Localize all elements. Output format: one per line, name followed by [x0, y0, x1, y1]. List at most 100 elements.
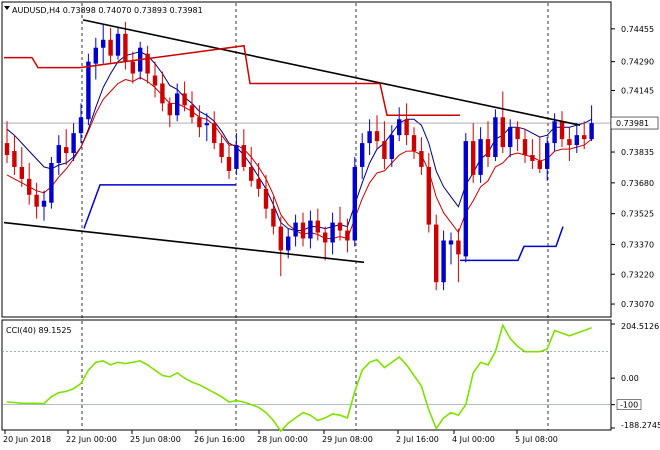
candle-body [382, 141, 387, 159]
current-price-tag [610, 116, 659, 130]
candlestick-series [4, 21, 594, 291]
candle-body [49, 162, 54, 203]
time-tick-label: 25 Jun 08:00 [130, 435, 181, 444]
time-tick-label: 2 Jul 16:00 [396, 435, 439, 444]
candle-body [478, 139, 483, 175]
time-tick-label: 28 Jun 00:00 [257, 435, 308, 444]
resistance-step-line [4, 44, 460, 117]
candle-body [360, 143, 365, 167]
candle-body [300, 222, 306, 239]
candle-body [286, 236, 291, 251]
candle-body [426, 166, 431, 225]
time-tick-label: 22 Jun 00:00 [66, 435, 117, 444]
candle-body [93, 47, 98, 64]
cci-tick-label: 204.5126 [621, 322, 659, 331]
candle-body [34, 194, 39, 207]
candle-body [115, 33, 121, 56]
candle-body [456, 240, 461, 255]
candle-body [108, 39, 113, 56]
candle-body [197, 117, 202, 128]
price-tick-label: 0.74145 [621, 86, 654, 95]
candle-body [278, 226, 283, 251]
chart-header: AUDUSD,H4 0.73898 0.74070 0.73893 0.7398… [12, 6, 203, 15]
candle-body [419, 151, 424, 167]
candle-body [226, 157, 232, 171]
candle-body [411, 135, 417, 152]
candle-body [367, 131, 372, 144]
candle-body [56, 145, 61, 163]
candle-body [130, 61, 135, 74]
time-tick-label: 4 Jul 00:00 [452, 435, 495, 444]
candle-body [27, 178, 32, 195]
support-step-line-right [460, 226, 564, 262]
cci-tick-label: -188.2745 [621, 421, 660, 430]
time-axis: 20 Jun 2018 22 Jun 00:00 25 Jun 08:00 26 Ju… [3, 430, 558, 444]
candle-body [219, 143, 224, 158]
time-tick-label: 5 Jul 08:00 [515, 435, 558, 444]
candle-body [123, 33, 128, 62]
candle-body [152, 75, 158, 86]
candle-body [567, 139, 572, 146]
candle-body [167, 103, 172, 116]
candle-body [256, 178, 261, 189]
period-separators [81, 3, 549, 430]
support-step-line-left [83, 184, 236, 229]
candle-body [241, 145, 246, 167]
trendlines [3, 19, 581, 264]
time-tick-label: 29 Jun 08:00 [322, 435, 373, 444]
candle-body [441, 240, 446, 283]
candle-body [234, 145, 239, 169]
price-tick-label: 0.74290 [621, 58, 654, 67]
time-tick-label: 20 Jun 2018 [3, 435, 51, 444]
candle-body [315, 220, 320, 233]
candle-body [500, 117, 505, 148]
candle-body [552, 121, 557, 144]
candle-body [78, 117, 84, 134]
candle-body [71, 133, 76, 154]
candle-body [471, 141, 476, 175]
candle-body [352, 166, 357, 241]
candle-body [397, 119, 402, 136]
candle-body [330, 222, 335, 243]
candle-body [537, 160, 542, 169]
candle-body [12, 151, 17, 167]
candle-body [271, 208, 276, 227]
candle-body [182, 93, 187, 106]
cci-indicator [2, 323, 611, 433]
candle-body [582, 135, 587, 140]
price-tick-label: 0.73835 [621, 148, 654, 157]
candle-body [293, 222, 298, 237]
candle-body [212, 123, 217, 144]
cci-tick-label: -100 [620, 401, 638, 410]
price-tick-label: 0.74455 [621, 25, 654, 34]
candle-body [323, 232, 328, 243]
candle-body [448, 240, 454, 245]
candle-body [263, 188, 269, 209]
cci-line [6, 323, 592, 433]
price-axis: 0.74455 0.74290 0.74145 0.73981 0.73835 0.736… [610, 25, 659, 309]
price-tick-label: 0.73680 [621, 179, 654, 188]
ma-fast-line [6, 76, 592, 240]
candle-body [515, 127, 520, 140]
candle-body [4, 143, 10, 156]
candle-body [559, 121, 565, 140]
candle-body [389, 135, 394, 159]
symbol-dropdown-icon[interactable] [4, 6, 10, 10]
candle-body [145, 53, 150, 74]
candle-body [404, 119, 409, 136]
candle-body [345, 230, 350, 241]
price-panel[interactable] [1, 1, 612, 318]
candle-body [204, 123, 209, 126]
candle-body [19, 166, 24, 179]
candle-body [189, 105, 195, 118]
price-tick-label: 0.73070 [621, 300, 654, 309]
cci-axis: 204.5126 0.00 -100 -188.2745 [611, 322, 660, 430]
candle-body [485, 139, 491, 158]
candle-body [434, 224, 439, 283]
candle-body [101, 39, 106, 48]
candle-body [86, 61, 91, 120]
price-tick-label: 0.73525 [621, 210, 654, 219]
candle-body [522, 139, 528, 156]
candle-body [463, 141, 468, 257]
